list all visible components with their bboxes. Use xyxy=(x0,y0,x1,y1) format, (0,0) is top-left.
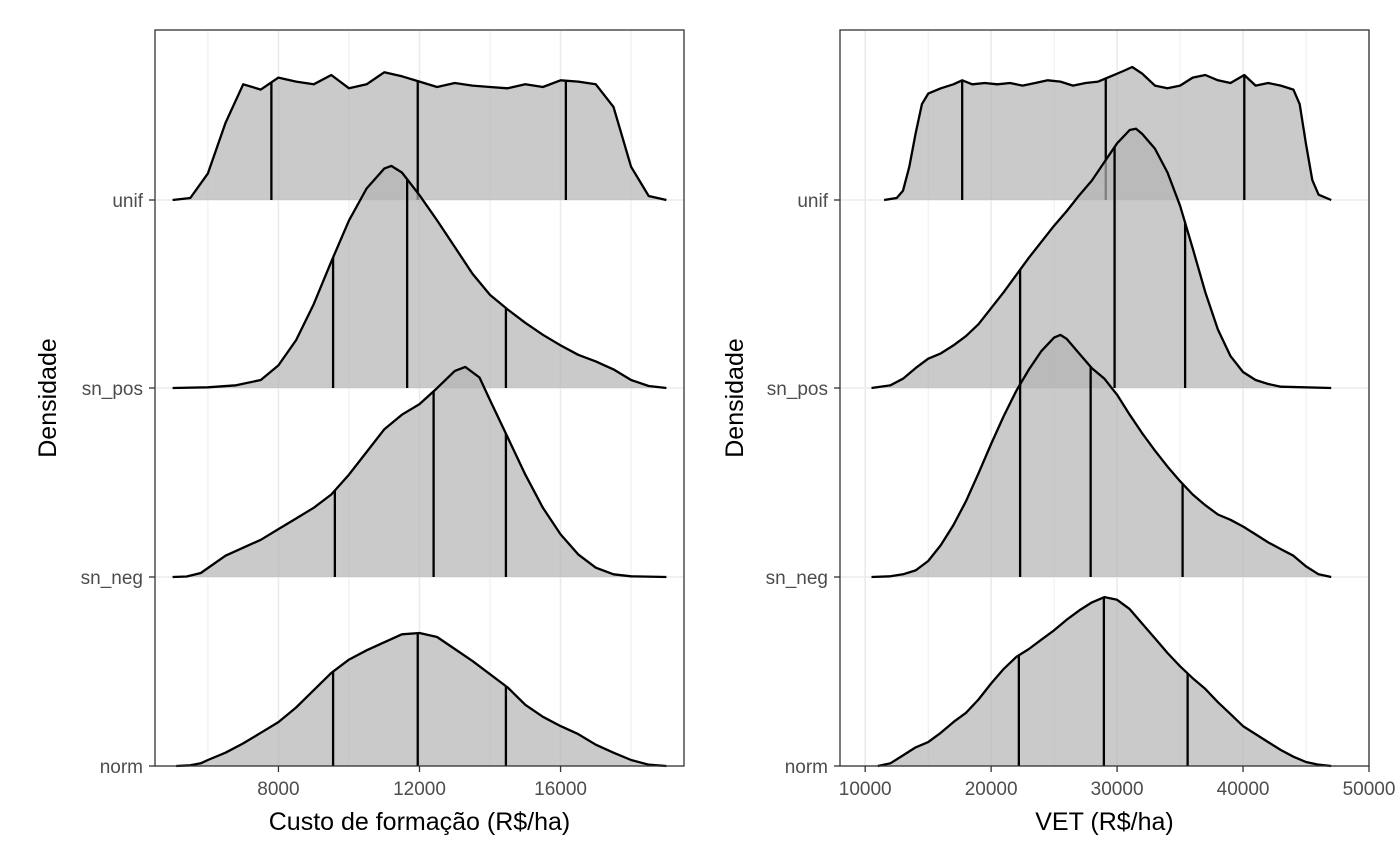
y-tick-label-unif: unif xyxy=(797,191,828,212)
x-tick-label: 50000 xyxy=(1343,779,1396,800)
x-tick-label: 16000 xyxy=(534,779,587,800)
right-chart-panel: 10000 20000 30000 40000 50000 norm sn_neg sn_po… xyxy=(721,29,1396,836)
x-axis-title: Custo de formação (R$/ha) xyxy=(269,808,571,836)
ridge-sn_pos xyxy=(172,164,667,390)
ridge-sn_pos xyxy=(871,127,1332,390)
y-tick-label-sn_pos: sn_pos xyxy=(82,379,143,400)
ridge-unif xyxy=(172,71,667,202)
y-tick-label-norm: norm xyxy=(100,757,143,778)
ridge-norm xyxy=(176,631,667,768)
density-area-sn_pos xyxy=(871,128,1332,388)
density-curve-sn_neg xyxy=(172,365,667,579)
y-tick-label-sn_neg: sn_neg xyxy=(81,568,143,589)
ridge-norm xyxy=(877,595,1332,768)
density-area-sn_neg xyxy=(172,366,667,577)
ridge-unif xyxy=(883,65,1332,202)
density-curve-sn_pos xyxy=(871,127,1332,390)
x-tick-label: 30000 xyxy=(1091,779,1144,800)
density-curve-unif xyxy=(172,71,667,202)
y-tick-label-unif: unif xyxy=(112,191,143,212)
density-curve-norm xyxy=(877,595,1332,768)
x-tick-label: 8000 xyxy=(257,779,299,800)
panel-border xyxy=(839,29,1370,767)
density-curve-sn_neg xyxy=(871,333,1332,579)
x-tick-label: 12000 xyxy=(393,779,446,800)
y-tick-label-norm: norm xyxy=(785,757,828,778)
ridge-sn_neg xyxy=(871,333,1332,579)
density-curve-unif xyxy=(883,65,1332,202)
left-chart-panel: 8000 12000 16000 norm sn_neg sn_pos unif Custo … xyxy=(34,29,685,836)
density-area-norm xyxy=(176,633,667,766)
density-area-sn_neg xyxy=(871,334,1332,577)
y-tick-label-sn_neg: sn_neg xyxy=(766,568,828,589)
density-area-unif xyxy=(884,67,1332,200)
density-curve-norm xyxy=(176,631,667,768)
y-axis-title: Densidade xyxy=(34,338,62,458)
x-axis-title: VET (R$/ha) xyxy=(1035,808,1173,836)
density-curve-sn_pos xyxy=(172,164,667,390)
density-area-sn_pos xyxy=(172,165,667,388)
ridge-sn_neg xyxy=(172,365,667,579)
x-tick-label: 10000 xyxy=(839,779,892,800)
x-tick-label: 40000 xyxy=(1217,779,1270,800)
density-area-unif xyxy=(172,72,667,200)
y-tick-label-sn_pos: sn_pos xyxy=(767,379,828,400)
y-axis-title: Densidade xyxy=(721,338,749,458)
x-tick-label: 20000 xyxy=(965,779,1018,800)
